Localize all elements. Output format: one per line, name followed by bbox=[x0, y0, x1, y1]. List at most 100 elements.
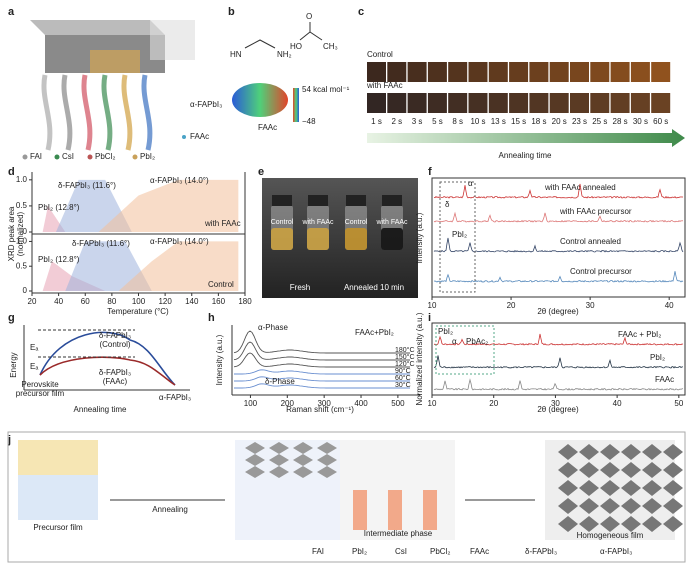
film-photo bbox=[407, 93, 427, 113]
spectrum bbox=[233, 341, 410, 361]
axis-label: (normalized) bbox=[16, 211, 25, 256]
octahedron bbox=[579, 516, 599, 532]
x-tick-label: 40 bbox=[613, 399, 622, 408]
plume bbox=[41, 74, 53, 151]
curve-label: 120°C bbox=[395, 360, 415, 368]
x-tick-label: 160 bbox=[212, 297, 226, 306]
octahedron bbox=[663, 498, 683, 514]
x-tick-label: 40 bbox=[54, 297, 63, 306]
octahedron bbox=[663, 444, 683, 460]
octahedron bbox=[558, 516, 578, 532]
scale-label: −48 bbox=[302, 117, 316, 126]
octahedron bbox=[558, 480, 578, 496]
time-label: 20 s bbox=[552, 117, 567, 126]
curve-label: 180°C bbox=[395, 346, 415, 354]
esp-surface bbox=[232, 83, 288, 117]
stage-label: Precursor film bbox=[33, 523, 83, 532]
film-photo bbox=[610, 93, 630, 113]
series-label: PbI₂ (12.8°) bbox=[38, 203, 80, 212]
panel-label: f bbox=[428, 166, 432, 178]
film-photo bbox=[549, 93, 569, 113]
peak-label: PbAc₂ bbox=[466, 337, 488, 346]
peak-label: δ bbox=[445, 200, 450, 209]
barrier-label: Eₐ bbox=[30, 343, 39, 352]
spectrum bbox=[233, 330, 410, 354]
atom: O bbox=[306, 12, 312, 21]
octahedron bbox=[600, 516, 620, 532]
legend-label: FAAc bbox=[190, 132, 209, 141]
curve-label: 150°C bbox=[395, 353, 415, 361]
x-tick-label: 50 bbox=[674, 399, 683, 408]
state-label: (Control) bbox=[99, 340, 130, 349]
legend-label: PbCl₂ bbox=[95, 152, 115, 161]
axis-label: 2θ (degree) bbox=[537, 405, 579, 414]
area bbox=[65, 241, 152, 291]
curve-label: PbI₂ bbox=[650, 353, 665, 362]
x-tick-label: 30 bbox=[586, 301, 595, 310]
legend-symbol bbox=[87, 154, 93, 160]
octahedron bbox=[317, 442, 337, 454]
solution bbox=[271, 228, 293, 250]
axis-label: Annealing time bbox=[499, 151, 552, 160]
film-photo bbox=[488, 93, 508, 113]
x-tick-label: 10 bbox=[428, 301, 437, 310]
film-photo bbox=[407, 62, 427, 82]
highlight bbox=[439, 181, 476, 293]
time-label: 1 s bbox=[371, 117, 382, 126]
octahedron bbox=[579, 480, 599, 496]
panel-label: a bbox=[8, 6, 15, 18]
phase-label: δ-Phase bbox=[265, 377, 295, 386]
octahedron bbox=[621, 480, 641, 496]
phase-label: α-Phase bbox=[258, 323, 289, 332]
panel-label: h bbox=[208, 312, 215, 324]
spectrum bbox=[433, 378, 684, 391]
series-label: δ-FAPbI₃ (11.6°) bbox=[72, 239, 130, 248]
intermediate bbox=[388, 490, 402, 530]
film-photo bbox=[367, 62, 386, 82]
panel-label: j bbox=[7, 434, 11, 446]
axis-label: Intensity (a.u.) bbox=[215, 334, 224, 385]
time-label: 18 s bbox=[531, 117, 546, 126]
octahedron bbox=[600, 462, 620, 478]
octahedron bbox=[579, 498, 599, 514]
row-label: Control bbox=[367, 50, 393, 59]
stage-label: Intermediate phase bbox=[364, 529, 433, 538]
octahedron bbox=[579, 462, 599, 478]
highlight bbox=[435, 325, 495, 375]
intermediate bbox=[423, 490, 437, 530]
time-label: 3 s bbox=[412, 117, 423, 126]
spectrum bbox=[433, 237, 684, 253]
film-photo bbox=[387, 62, 407, 82]
legend-symbol bbox=[54, 154, 60, 160]
x-tick-label: 20 bbox=[489, 399, 498, 408]
atom: CH₃ bbox=[323, 42, 338, 51]
axis-label: Annealing time bbox=[74, 405, 127, 414]
film-photo bbox=[529, 62, 549, 82]
film-photo bbox=[651, 93, 671, 113]
legend-label: α-FAPbI₃ bbox=[600, 547, 632, 556]
cap bbox=[308, 195, 328, 206]
plume bbox=[81, 74, 93, 151]
curve bbox=[39, 331, 176, 386]
film bbox=[150, 20, 195, 60]
legend-symbol bbox=[182, 135, 186, 139]
axis-label: Energy bbox=[9, 352, 18, 377]
legend-label: FAI bbox=[312, 547, 324, 556]
vial-label: Control bbox=[271, 219, 294, 226]
x-tick-label: 120 bbox=[158, 297, 172, 306]
spectrum bbox=[233, 352, 410, 368]
barrier-label: Eₐ bbox=[30, 362, 39, 371]
x-tick-label: 10 bbox=[428, 399, 437, 408]
octahedron bbox=[558, 444, 578, 460]
row-label: with FAAc bbox=[366, 81, 403, 90]
series-label: α-FAPbI₃ (14.0°) bbox=[150, 176, 209, 185]
octahedron bbox=[663, 480, 683, 496]
time-label: 28 s bbox=[613, 117, 628, 126]
octahedron bbox=[269, 442, 289, 454]
octahedron bbox=[600, 498, 620, 514]
y-tick-label: 1.0 bbox=[16, 237, 28, 246]
film-photo bbox=[468, 62, 488, 82]
octahedron bbox=[245, 442, 265, 454]
